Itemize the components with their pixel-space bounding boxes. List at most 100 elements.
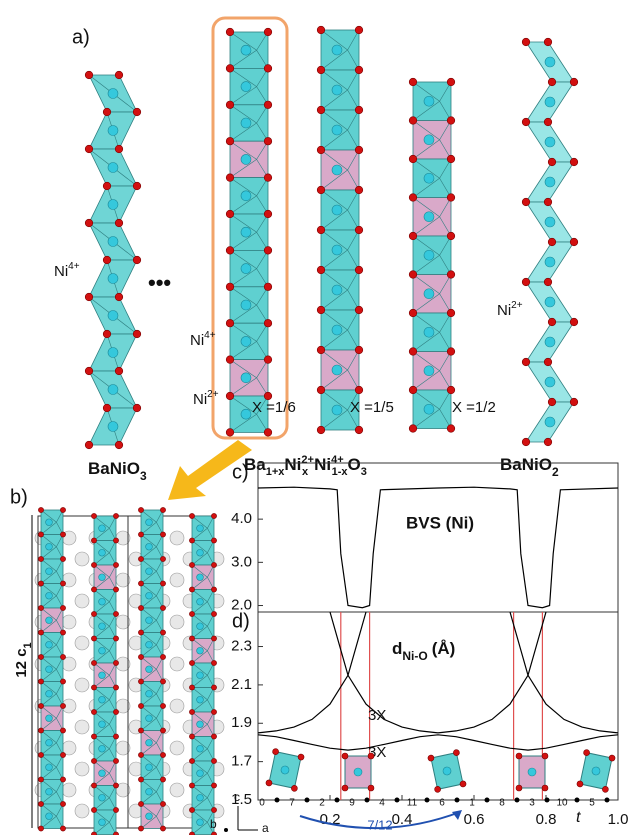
oxygen: [189, 513, 194, 518]
oxygen: [264, 101, 272, 109]
oxygen: [113, 562, 118, 567]
oxygen: [138, 752, 143, 757]
oxygen: [60, 777, 65, 782]
oxygen: [38, 556, 43, 561]
nickel: [241, 118, 251, 128]
oxygen: [264, 429, 272, 437]
nickel: [99, 647, 106, 654]
nickel: [99, 623, 106, 630]
nickel: [354, 768, 362, 776]
oxygen: [264, 319, 272, 327]
barium: [75, 636, 89, 650]
oxygen: [85, 441, 93, 449]
oxygen: [91, 538, 96, 543]
nickel: [46, 666, 53, 673]
oxygen: [160, 703, 165, 708]
nickel: [424, 212, 434, 222]
oxygen: [264, 247, 272, 255]
nickel: [99, 672, 106, 679]
site-dot: [605, 798, 610, 803]
oxygen: [548, 158, 556, 166]
oxygen: [226, 174, 234, 182]
nickel: [528, 768, 536, 776]
oxygen: [409, 232, 417, 240]
oxygen: [160, 826, 165, 831]
nickel: [424, 289, 434, 299]
nickel: [146, 617, 153, 624]
oxygen: [447, 194, 455, 202]
panel-label: c): [232, 461, 249, 483]
oxygen: [138, 826, 143, 831]
oxygen: [160, 507, 165, 512]
oxygen: [113, 611, 118, 616]
barium: [75, 594, 89, 608]
nickel: [332, 45, 342, 55]
oxygen: [160, 630, 165, 635]
nickel: [46, 592, 53, 599]
oxygen: [317, 66, 325, 74]
inset-polyhedron: [342, 753, 374, 791]
nickel: [545, 177, 555, 187]
oxygen: [85, 219, 93, 227]
oxygen: [355, 66, 363, 74]
oxygen: [516, 753, 522, 759]
nickel: [146, 666, 153, 673]
panel-label: d): [232, 610, 250, 632]
oxygen: [226, 210, 234, 218]
oxygen: [211, 660, 216, 665]
oxygen: [317, 186, 325, 194]
nickel: [146, 788, 153, 795]
oxygen: [211, 709, 216, 714]
oxygen: [368, 753, 374, 759]
nickel: [146, 641, 153, 648]
site-dot: [425, 798, 430, 803]
oxygen: [160, 556, 165, 561]
oxygen: [91, 636, 96, 641]
nickel: [108, 163, 118, 173]
oxygen: [138, 801, 143, 806]
x-label: X =1/6: [252, 399, 296, 416]
oxygen: [226, 356, 234, 364]
panel-label: b): [10, 486, 28, 508]
site-label: 5: [589, 798, 595, 809]
oxygen: [548, 318, 556, 326]
oxygen: [544, 118, 552, 126]
nickel: [46, 715, 53, 722]
oxygen: [115, 145, 123, 153]
oxygen: [138, 532, 143, 537]
oxygen: [355, 106, 363, 114]
oxygen: [189, 807, 194, 812]
nickel: [332, 165, 342, 175]
oxygen: [103, 256, 111, 264]
oxygen: [60, 752, 65, 757]
barium: [170, 573, 184, 587]
barium: [170, 741, 184, 755]
oxygen: [60, 556, 65, 561]
oxygen: [522, 38, 530, 46]
nickel: [99, 598, 106, 605]
oxygen: [548, 398, 556, 406]
nickel: [46, 519, 53, 526]
oxygen: [38, 728, 43, 733]
oxygen: [133, 404, 141, 412]
oxygen: [115, 219, 123, 227]
title-part: d: [392, 639, 402, 658]
oxygen: [264, 283, 272, 291]
barium: [170, 783, 184, 797]
oxygen: [516, 785, 522, 791]
nickel: [241, 154, 251, 164]
nickel: [545, 137, 555, 147]
oxygen: [226, 65, 234, 73]
oxygen: [342, 753, 348, 759]
nickel: [424, 250, 434, 260]
oxygen: [91, 709, 96, 714]
oxygen: [544, 198, 552, 206]
oxygen: [317, 226, 325, 234]
nickel: [46, 788, 53, 795]
nickel: [99, 770, 106, 777]
nickel: [545, 377, 555, 387]
oxygen: [38, 532, 43, 537]
nickel: [197, 696, 204, 703]
oxygen: [447, 348, 455, 356]
nickel: [241, 409, 251, 419]
